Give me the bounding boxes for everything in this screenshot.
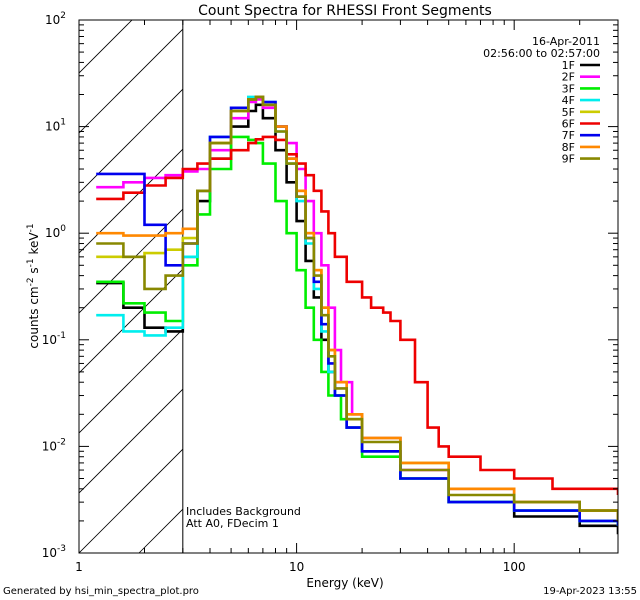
hatch-line: [79, 448, 183, 553]
y-tick-label: 10-1: [42, 331, 66, 347]
x-tick-labels: 1 10 100: [75, 560, 525, 574]
annotation-attenuator: Att A0, FDecim 1: [186, 517, 279, 530]
legend-label-9F: 9F: [562, 153, 575, 166]
series-line-6F: [96, 135, 618, 495]
legend-label-4F: 4F: [562, 94, 575, 107]
plot-frame: [78, 19, 619, 554]
series-line-9F: [96, 95, 618, 521]
legend-label-8F: 8F: [562, 141, 575, 154]
x-axis-label: Energy (keV): [306, 576, 383, 590]
date-label: 16-Apr-2011: [532, 35, 600, 48]
y-tick-label: 102: [45, 11, 66, 27]
y-axis-label: counts cm-2 s-1 keV-1: [26, 223, 41, 348]
y-tick-label: 10-3: [42, 544, 66, 560]
legend-label-1F: 1F: [562, 59, 575, 72]
y-tick-label: 100: [45, 224, 66, 240]
y-tick-label: 101: [45, 118, 66, 134]
axis-ticks: [78, 19, 619, 554]
y-tick-labels: 10-3 10-2 10-1 100 101 102: [42, 11, 67, 560]
footer-timestamp: 19-Apr-2023 13:55: [543, 586, 637, 597]
time-range-label: 02:56:00 to 02:57:00: [483, 47, 600, 60]
chart-title: Count Spectra for RHESSI Front Segments: [198, 3, 492, 19]
series-group: [96, 95, 618, 535]
hatch-line: [619, 0, 640, 553]
y-tick-label: 10-2: [42, 437, 66, 453]
x-tick-label: 100: [503, 560, 526, 574]
hatch-line: [79, 208, 183, 314]
hatch-fill: [79, 20, 183, 553]
legend-label-7F: 7F: [562, 129, 575, 142]
legend-label-3F: 3F: [562, 82, 575, 95]
x-tick-label: 1: [75, 560, 83, 574]
hatch-line: [79, 388, 183, 494]
hatch-line: [439, 0, 640, 553]
legend-label-6F: 6F: [562, 118, 575, 131]
legend-label-2F: 2F: [562, 71, 575, 84]
x-tick-label: 10: [289, 560, 304, 574]
footer-generated-by: Generated by hsi_min_spectra_plot.pro: [3, 586, 199, 597]
hatch-line: [79, 28, 183, 134]
legend-label-5F: 5F: [562, 106, 575, 119]
hatch-line: [79, 20, 133, 74]
annotation-background: Includes Background: [186, 505, 301, 518]
